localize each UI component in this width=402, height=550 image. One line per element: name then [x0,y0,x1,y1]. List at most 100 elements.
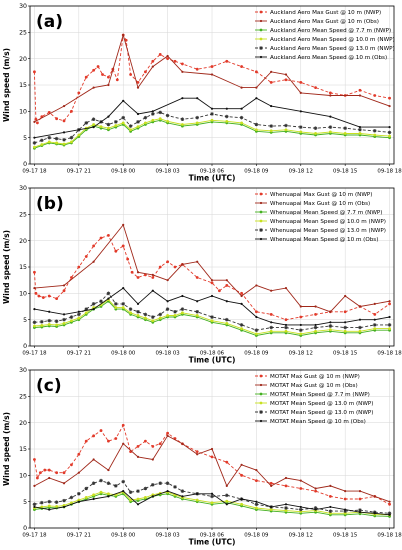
data-point [344,490,347,493]
legend-entry: Auckland Aero Mean Speed @ 10 m (Obs) [270,55,387,61]
data-point [269,325,273,330]
data-point [136,444,140,448]
data-point [70,463,73,467]
data-point [344,508,347,511]
x-tick-label: 09-18 00 [111,169,136,175]
y-tick-label: 10 [19,109,27,116]
data-point [33,458,36,461]
data-point [33,324,36,328]
legend-entry: Whenuapai Max Gust @ 10 m (Obs) [270,201,370,207]
y-tick-label: 20 [19,238,27,245]
data-point [121,244,125,248]
data-point [99,429,103,432]
series-4 [33,490,391,517]
x-tick-label: 09-18 12 [289,169,313,175]
data-point [124,38,128,42]
panel-label: (b) [36,194,64,214]
data-point [40,143,44,146]
data-point [299,130,303,134]
legend-marker [259,383,263,387]
data-point [91,481,96,486]
data-point [173,314,177,317]
data-point [210,494,214,499]
data-point [299,487,303,490]
data-point [122,33,125,37]
data-point [114,484,118,488]
data-point [269,481,273,485]
data-point [343,310,347,314]
data-point [373,313,377,316]
data-point [373,327,377,331]
data-point [313,126,318,130]
data-point [344,321,347,324]
x-tick-label: 09-18 09 [244,169,269,175]
data-point [151,458,154,461]
data-point [158,442,162,446]
series-5 [32,291,392,332]
data-point [181,294,184,298]
data-point [55,141,59,145]
data-point [210,118,214,122]
data-point [180,117,185,122]
data-point [298,507,303,512]
data-point [151,319,155,323]
data-point [40,500,44,505]
x-tick-label: 09-17 18 [22,169,47,175]
data-point [210,492,214,495]
data-point [151,276,155,279]
data-point [114,249,118,253]
data-point [151,444,155,448]
legend-marker [259,10,263,14]
data-point [91,117,96,122]
data-point [33,286,36,290]
legend: Whenuapai Max Gust @ 10 m (NWP) Whenuapai… [255,192,386,243]
y-tick-label: 30 [19,367,27,374]
data-point [144,121,147,125]
data-point [136,86,140,89]
data-point [122,490,125,493]
data-point [195,276,199,279]
x-tick-label: 09-18 03 [155,351,179,357]
data-point [35,476,39,480]
data-point [99,299,103,304]
data-point [128,490,133,494]
data-point [328,495,332,498]
data-point [166,431,170,435]
data-point [343,329,347,333]
data-point [84,439,88,443]
series-5 [32,478,392,516]
data-point [54,136,59,141]
data-point [62,317,66,322]
data-point [224,493,229,498]
data-point [136,276,140,279]
data-point [328,130,332,134]
data-point [70,109,73,113]
data-point [136,309,140,314]
data-point [136,302,140,305]
data-point [240,65,243,68]
data-point [47,323,51,326]
data-point [284,509,288,513]
y-tick-label: 0 [23,525,27,532]
data-point [270,321,273,324]
data-point [314,86,317,90]
data-point [195,498,199,502]
data-point [254,479,258,482]
series-6 [33,286,391,327]
data-point [299,80,303,84]
y-axis-label: Wind speed (m/s) [2,48,11,122]
data-point [107,439,110,443]
data-point [269,508,273,511]
chart-panel-1: 0 5 10 15 20 25 30 09-17 18 09-17 21 09-18 00 09-1… [2,3,402,182]
data-point [62,131,66,134]
data-point [130,270,134,274]
data-point [388,502,391,506]
data-point [84,307,89,311]
data-point [106,481,111,486]
data-point [343,325,347,330]
data-point [388,104,391,108]
data-point [173,265,177,269]
legend-marker [259,37,263,41]
y-tick-label: 20 [19,420,27,427]
legend-entry: Whenuapai Mean Speed @ 13.0 m (NWP) [270,228,386,234]
